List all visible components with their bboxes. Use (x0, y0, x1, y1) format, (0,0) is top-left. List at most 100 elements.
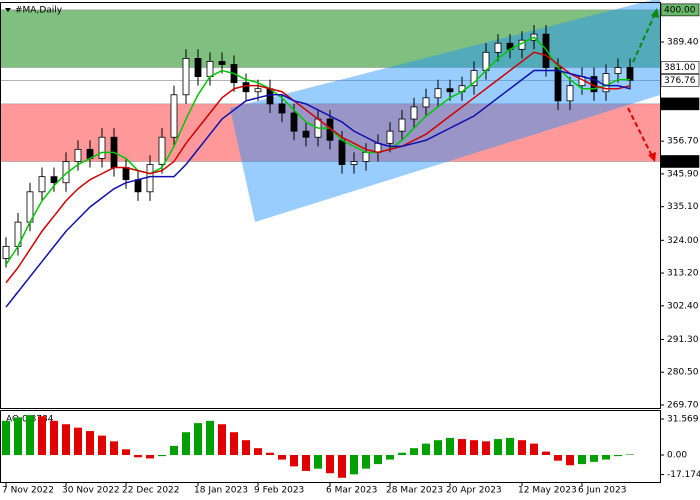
y-tick-label: 313.20 (667, 269, 699, 279)
ao-bar (314, 455, 322, 469)
ao-bar (530, 443, 538, 455)
ao-bar (326, 455, 334, 474)
ao-bar (110, 441, 118, 455)
candle-body (614, 67, 622, 74)
ao-bar (26, 415, 34, 455)
ao-bar (386, 455, 394, 460)
candle-body (398, 118, 406, 132)
candle-body (74, 148, 82, 162)
ao-bar (2, 420, 10, 455)
candle-body (338, 139, 346, 165)
candle-body (386, 130, 394, 144)
x-tick-label: 22 Dec 2022 (122, 486, 180, 496)
ao-bar (338, 455, 346, 478)
ao-bar (14, 417, 22, 455)
candle-body (122, 167, 130, 181)
ao-bar (434, 440, 442, 455)
ao-bar (602, 455, 610, 460)
y-tick-label: 31.569 (667, 415, 699, 425)
ao-bar (134, 455, 142, 458)
candle-body (350, 161, 358, 165)
y-tick-label: 389.40 (667, 38, 699, 48)
moving-average (5, 69, 631, 308)
candle-body (206, 61, 214, 77)
candle-body (542, 33, 550, 68)
ao-bar (494, 439, 502, 455)
moving-average (5, 36, 630, 265)
y-tick-label: 335.10 (667, 202, 699, 212)
moving-average (5, 51, 631, 284)
y-tick-label: 269.70 (667, 400, 699, 410)
ao-bar (278, 455, 286, 460)
candle-body (2, 245, 10, 259)
ao-bar (98, 435, 106, 455)
ao-bar (362, 455, 370, 469)
candle-body (98, 136, 106, 159)
x-tick-label: 30 Nov 2022 (62, 486, 120, 496)
ao-bar (542, 451, 550, 455)
ao-bar (626, 454, 634, 455)
menu-triangle (5, 8, 11, 12)
y-tick-label: 291.30 (667, 335, 699, 345)
ao-bar (86, 431, 94, 455)
x-tick-label: 6 Mar 2023 (326, 486, 377, 496)
ao-bar (410, 448, 418, 455)
ao-bar (578, 455, 586, 465)
price-label: 376.76 (664, 76, 696, 86)
ao-bar (122, 449, 130, 455)
candle-body (254, 88, 262, 93)
candle-body (170, 94, 178, 138)
ao-bar (170, 445, 178, 455)
x-tick-label: 28 Mar 2023 (386, 486, 443, 496)
x-tick-label: 7 Nov 2022 (2, 486, 54, 496)
y-tick-label: 0.00 (667, 451, 687, 461)
ao-bar (446, 437, 454, 455)
price-label: 400.00 (664, 5, 696, 15)
candle-body (158, 136, 166, 165)
candle-body (446, 88, 454, 93)
candle-body (182, 57, 190, 96)
candle-body (362, 151, 370, 162)
ao-bar (566, 455, 574, 466)
ao-bar (290, 455, 298, 467)
price-label: 381.00 (664, 63, 696, 73)
ao-bar (590, 455, 598, 462)
ao-bar (50, 420, 58, 455)
candle-body (554, 67, 562, 102)
ao-bar (614, 455, 622, 457)
candle-body (278, 103, 286, 114)
candle-body (374, 142, 382, 153)
candle-body (494, 42, 502, 53)
ao-bar (242, 440, 250, 455)
ao-bar (398, 452, 406, 455)
ao-bar (374, 455, 382, 465)
trend-channel (230, 0, 660, 222)
y-tick-label: -17.174 (667, 470, 700, 480)
ao-bar (554, 455, 562, 461)
price-label-box (660, 3, 700, 17)
ao-bar (74, 427, 82, 455)
ao-bar (458, 439, 466, 455)
ao-bar (422, 443, 430, 455)
ao-bar (38, 416, 46, 455)
x-tick-label: 18 Jan 2023 (194, 486, 248, 496)
price-label: 369.00 (664, 99, 696, 109)
x-tick-label: 20 Apr 2023 (446, 486, 502, 496)
ao-bar (266, 452, 274, 455)
price-label-box (660, 61, 700, 74)
chart-title: #MA,Daily (15, 6, 63, 16)
candle-body (146, 164, 154, 193)
ao-bar (218, 424, 226, 455)
candle-body (50, 176, 58, 184)
x-tick-label: 12 May 2023 (518, 486, 577, 496)
price-label: 350.00 (664, 157, 696, 167)
ao-bar (206, 420, 214, 455)
price-label-box (660, 155, 700, 168)
candle-body (422, 97, 430, 108)
price-label-box (660, 74, 700, 87)
x-tick-label: 6 Jun 2023 (578, 486, 626, 496)
down-arrow (627, 107, 653, 157)
candle-body (302, 130, 310, 138)
candle-body (626, 67, 634, 81)
